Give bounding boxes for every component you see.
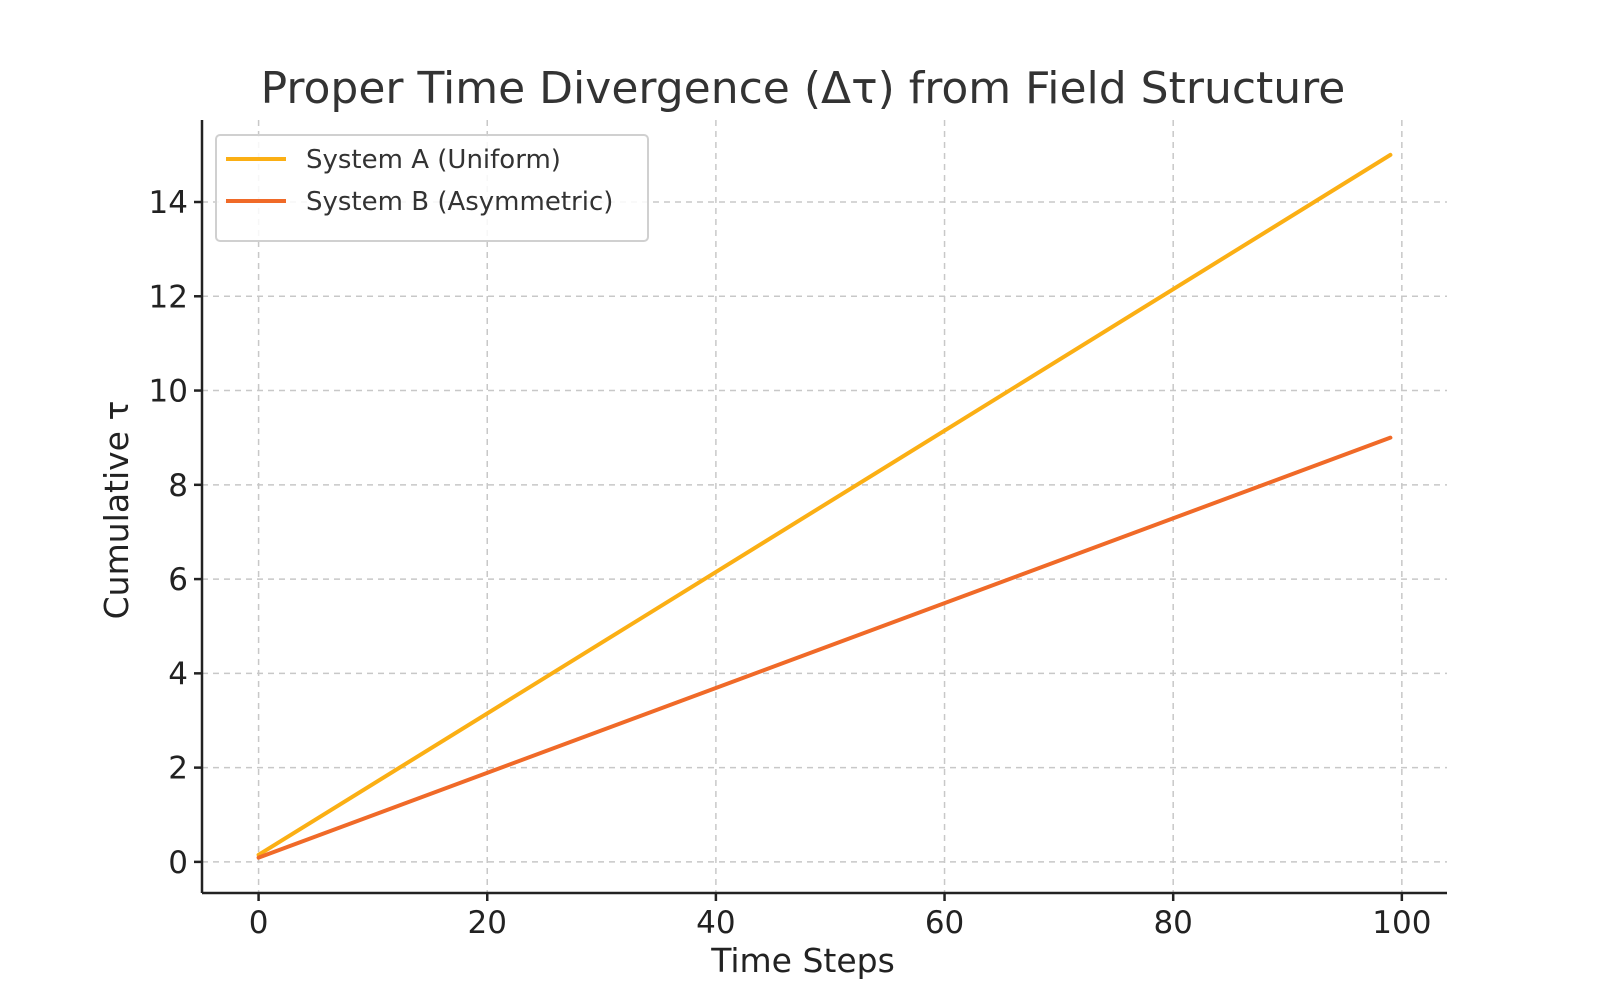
- legend: System A (Uniform) System B (Asymmetric): [215, 134, 649, 242]
- x-tick-label: 100: [1372, 905, 1431, 941]
- y-tick-label: 12: [149, 279, 188, 315]
- x-tick-label: 0: [249, 905, 269, 941]
- series-line-1: [256, 152, 1393, 857]
- legend-box: [215, 134, 649, 242]
- series-lines: [256, 152, 1393, 860]
- legend-label: System B (Asymmetric): [306, 187, 613, 217]
- y-axis-ticks: 0 2 4 6 8 10 12 14: [149, 185, 202, 881]
- y-tick-label: 8: [168, 468, 188, 504]
- legend-label: System A (Uniform): [306, 145, 561, 175]
- y-tick-label: 6: [168, 562, 188, 598]
- y-tick-label: 10: [149, 374, 188, 410]
- chart-title: Proper Time Divergence (Δτ) from Field S…: [261, 63, 1346, 114]
- y-tick-label: 2: [168, 751, 188, 787]
- x-axis-label: Time Steps: [710, 941, 895, 980]
- axes-spines: [200, 120, 1447, 895]
- y-tick-label: 14: [149, 185, 188, 221]
- x-tick-label: 60: [925, 905, 964, 941]
- y-tick-label: 4: [168, 656, 188, 692]
- x-axis-ticks: 0 20 40 60 80 100: [249, 893, 1431, 941]
- grid: [202, 120, 1447, 893]
- x-tick-label: 80: [1153, 905, 1192, 941]
- x-tick-label: 40: [696, 905, 735, 941]
- series-line-2: [256, 435, 1393, 860]
- y-axis-label: Cumulative τ: [97, 401, 136, 620]
- x-tick-label: 20: [468, 905, 507, 941]
- y-tick-label: 0: [168, 845, 188, 881]
